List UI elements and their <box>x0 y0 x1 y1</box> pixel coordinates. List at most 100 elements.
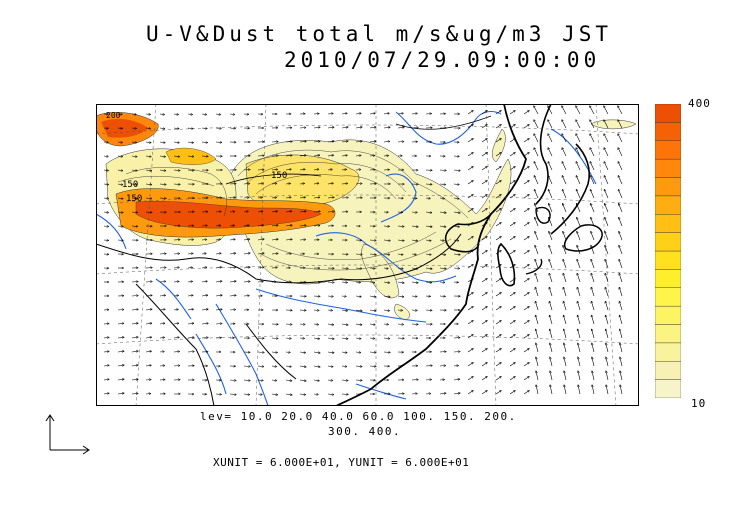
wind-arrow <box>285 394 292 395</box>
dust-wind-map: 150 150 150 200 <box>96 104 639 406</box>
wind-arrow <box>159 352 164 353</box>
wind-arrow <box>355 324 362 325</box>
wind-arrow <box>369 113 375 114</box>
wind-arrow <box>439 282 445 283</box>
wind-arrow <box>187 142 193 143</box>
wind-arrow <box>495 181 501 185</box>
wind-arrow <box>285 239 292 240</box>
colorbar-swatch <box>655 104 681 123</box>
colorbar-swatch <box>655 140 681 160</box>
wind-arrow <box>271 253 278 254</box>
wind-arrow <box>411 394 417 395</box>
wind-arrow <box>481 293 487 297</box>
wind-arrow <box>591 204 595 213</box>
wind-arrow <box>411 296 417 297</box>
wind-arrow <box>159 366 164 367</box>
wind-arrow <box>481 307 487 311</box>
wind-arrow <box>453 393 460 394</box>
wind-arrow <box>591 301 595 311</box>
wind-arrow <box>523 251 529 255</box>
wind-arrow <box>563 218 567 227</box>
wind-arrow <box>257 211 263 212</box>
wind-arrow <box>229 380 236 381</box>
wind-arrow <box>369 310 376 311</box>
wind-arrow <box>495 237 501 241</box>
wind-arrow <box>369 296 376 297</box>
wind-arrow <box>327 282 334 283</box>
wind-arrow <box>467 209 473 213</box>
wind-arrow <box>411 254 416 255</box>
wind-arrow <box>495 251 501 255</box>
wind-arrow <box>383 338 390 339</box>
wind-arrow <box>215 239 220 240</box>
wind-arrow <box>523 391 529 395</box>
contour-levels-line1: lev= 10.0 20.0 40.0 60.0 100. 150. 200. <box>200 410 517 423</box>
vector-units: XUNIT = 6.000E+01, YUNIT = 6.000E+01 <box>213 456 470 469</box>
wind-arrow <box>481 251 487 255</box>
wind-arrow <box>173 309 178 310</box>
wind-arrow <box>523 279 529 283</box>
colorbar-swatch <box>655 195 681 215</box>
wind-arrow <box>425 394 431 395</box>
wind-arrow <box>467 125 473 129</box>
wind-arrow <box>383 113 389 114</box>
wind-arrow <box>299 197 305 198</box>
wind-arrow <box>481 167 487 171</box>
wind-arrow <box>397 113 403 114</box>
wind-arrow <box>549 204 553 213</box>
wind-arrow <box>369 338 375 339</box>
wind-arrow <box>243 211 248 212</box>
wind-arrow <box>341 169 346 170</box>
wind-arrow <box>383 240 390 241</box>
wind-arrow <box>604 120 609 129</box>
wind-arrow <box>187 240 193 241</box>
wind-arrow <box>453 352 460 353</box>
map-title-datetime: 2010/07/29.09:00:00 <box>284 48 601 72</box>
wind-arrow <box>563 287 567 297</box>
wind-arrow <box>467 139 473 143</box>
wind-arrow <box>509 335 515 339</box>
wind-vectors <box>103 106 623 395</box>
wind-arrow <box>535 260 539 269</box>
wind-arrow <box>271 394 277 395</box>
wind-arrow <box>117 184 123 185</box>
wind-arrow <box>313 211 320 212</box>
wind-arrow <box>563 232 567 241</box>
wind-arrow <box>285 324 292 325</box>
wind-arrow <box>131 365 138 366</box>
wind-arrow <box>562 148 567 157</box>
wind-arrow <box>549 218 553 227</box>
wind-arrow <box>243 198 249 199</box>
wind-arrow <box>577 287 581 297</box>
wind-arrow <box>159 295 165 296</box>
wind-arrow <box>215 267 221 268</box>
wind-arrow <box>509 377 515 381</box>
wind-arrow <box>145 351 151 352</box>
wind-arrow <box>467 223 473 227</box>
wind-arrow <box>355 268 362 269</box>
wind-arrow <box>117 351 124 352</box>
wind-arrow <box>145 184 151 185</box>
wind-arrow <box>229 198 235 199</box>
wind-arrow <box>439 366 445 367</box>
wind-arrow <box>606 385 609 395</box>
wind-arrow <box>131 184 137 185</box>
wind-arrow <box>145 198 152 199</box>
wind-arrow <box>229 239 235 240</box>
wind-arrow <box>173 170 180 171</box>
wind-arrow <box>397 268 403 269</box>
wind-arrow <box>509 251 515 255</box>
wind-arrow <box>495 321 501 325</box>
wind-arrow <box>481 111 487 115</box>
wind-arrow <box>509 279 515 283</box>
wind-arrow <box>313 394 318 395</box>
wind-arrow <box>327 183 333 184</box>
wind-arrow <box>467 391 473 395</box>
wind-arrow <box>411 128 418 129</box>
wind-arrow <box>411 310 417 311</box>
wind-arrow <box>299 225 306 226</box>
wind-arrow <box>578 357 581 367</box>
wind-arrow <box>509 391 515 395</box>
wind-arrow <box>564 371 567 381</box>
wind-arrow <box>467 265 473 269</box>
